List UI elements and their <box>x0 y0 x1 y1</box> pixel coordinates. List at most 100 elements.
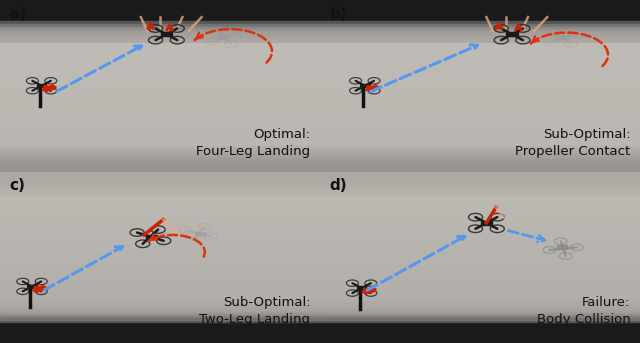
Bar <box>0 285 320 286</box>
Bar <box>0 145 320 146</box>
Bar <box>320 117 640 118</box>
Bar <box>320 133 640 134</box>
Bar <box>0 294 320 295</box>
Bar <box>0 288 320 289</box>
Bar <box>320 28 640 29</box>
Bar <box>0 326 320 327</box>
Bar <box>320 212 640 213</box>
Bar <box>0 135 320 136</box>
Bar <box>320 190 640 191</box>
Bar <box>320 173 640 174</box>
Bar <box>0 236 320 237</box>
Bar <box>320 321 640 322</box>
Bar <box>0 289 320 290</box>
Bar <box>320 155 640 156</box>
Bar <box>320 210 640 211</box>
Bar <box>0 290 320 291</box>
Bar <box>320 8 640 9</box>
Bar <box>0 64 320 65</box>
Bar <box>320 43 640 44</box>
Bar <box>320 163 640 164</box>
Bar <box>320 161 640 162</box>
Text: b): b) <box>330 7 348 22</box>
Bar <box>0 214 320 215</box>
Bar <box>0 80 320 81</box>
Bar <box>320 200 640 201</box>
Bar <box>320 288 640 289</box>
Bar <box>0 23 320 24</box>
Bar <box>320 243 640 244</box>
Bar <box>320 176 640 177</box>
Bar <box>0 313 320 314</box>
Bar <box>320 296 640 297</box>
Bar <box>320 308 640 309</box>
Bar <box>320 254 640 255</box>
Bar <box>0 225 320 226</box>
Bar <box>320 331 640 332</box>
Bar <box>320 196 640 197</box>
Bar <box>320 82 640 83</box>
Bar <box>320 65 640 66</box>
Bar <box>0 335 320 336</box>
Bar <box>0 62 320 63</box>
Bar <box>0 91 320 92</box>
Bar <box>320 171 640 172</box>
Bar <box>0 263 320 264</box>
Bar <box>320 299 640 300</box>
Bar <box>320 11 640 12</box>
Bar <box>0 299 320 300</box>
Bar <box>320 319 640 320</box>
Bar <box>0 121 320 122</box>
Bar <box>0 333 320 334</box>
Bar <box>0 24 320 25</box>
Bar <box>320 41 640 42</box>
Bar <box>320 307 640 308</box>
Bar <box>0 223 320 224</box>
Bar <box>320 147 640 148</box>
Bar <box>0 209 320 210</box>
Bar <box>0 246 320 247</box>
Text: Failure:
Body Collision: Failure: Body Collision <box>537 296 630 326</box>
Bar <box>0 216 320 217</box>
Bar <box>320 280 640 281</box>
Bar <box>0 12 320 13</box>
Bar <box>320 255 640 256</box>
Bar <box>0 4 320 5</box>
Bar <box>320 306 640 307</box>
Bar <box>320 54 640 55</box>
Bar <box>0 164 320 165</box>
Bar <box>0 105 320 106</box>
Bar <box>0 260 320 261</box>
Bar <box>320 326 640 327</box>
Bar <box>320 162 640 163</box>
Bar <box>320 242 640 243</box>
Bar <box>0 336 320 337</box>
Bar <box>320 333 640 334</box>
Bar <box>0 77 320 78</box>
Bar <box>320 189 640 190</box>
Bar <box>320 327 640 328</box>
Bar <box>320 104 640 105</box>
Bar <box>0 213 320 214</box>
Bar <box>320 107 640 108</box>
Bar <box>320 131 640 132</box>
Bar <box>320 47 640 48</box>
Bar <box>320 143 640 144</box>
Bar <box>320 60 640 61</box>
Bar <box>0 34 320 35</box>
Bar <box>0 324 320 325</box>
Bar <box>0 161 320 162</box>
Bar <box>0 253 320 254</box>
Bar <box>320 72 640 73</box>
Bar <box>320 24 640 27</box>
Bar <box>320 315 640 316</box>
Bar <box>0 109 320 110</box>
Bar <box>0 337 320 338</box>
Bar <box>0 52 320 53</box>
Bar <box>320 148 640 149</box>
Bar <box>320 51 640 52</box>
Bar <box>320 252 640 253</box>
Bar <box>320 275 640 276</box>
Bar <box>320 294 640 295</box>
Bar <box>0 147 320 148</box>
